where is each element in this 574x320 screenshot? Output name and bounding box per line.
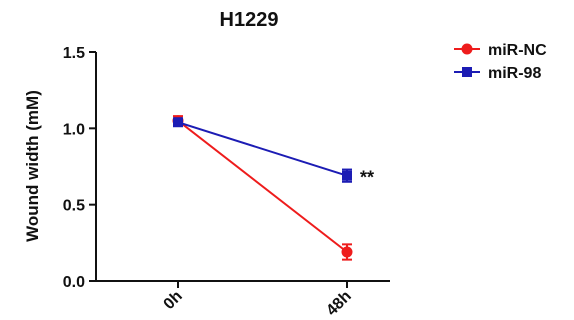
series-layer: ** bbox=[172, 115, 374, 261]
data-point bbox=[341, 246, 353, 258]
legend-marker bbox=[462, 67, 472, 77]
y-tick-label: 0.5 bbox=[63, 198, 85, 215]
data-point bbox=[342, 170, 352, 181]
x-tick-label: 48h bbox=[323, 288, 355, 320]
series-line bbox=[177, 121, 348, 177]
legend-item-miR-98: miR-98 bbox=[454, 65, 541, 82]
series-miR-NC bbox=[172, 115, 353, 261]
axes: 0.0 0.5 1.0 1.5 0h 48h bbox=[63, 45, 390, 319]
y-tick-label: 1.5 bbox=[63, 45, 85, 62]
x-tick-label: 0h bbox=[161, 288, 186, 313]
legend-label: miR-98 bbox=[488, 65, 541, 82]
legend-item-miR-NC: miR-NC bbox=[454, 42, 547, 59]
legend: miR-NC miR-98 bbox=[454, 42, 547, 82]
legend-marker bbox=[461, 43, 473, 55]
series-line bbox=[177, 119, 348, 253]
y-axis-label: Wound width (mM) bbox=[23, 90, 42, 242]
legend-label: miR-NC bbox=[488, 42, 547, 59]
y-tick-label: 0.0 bbox=[63, 274, 85, 291]
data-point bbox=[173, 117, 183, 128]
chart-title: H1229 bbox=[220, 9, 279, 31]
series-miR-98 bbox=[173, 117, 352, 183]
y-tick-label: 1.0 bbox=[63, 121, 85, 138]
significance-annotation: ** bbox=[360, 168, 374, 188]
